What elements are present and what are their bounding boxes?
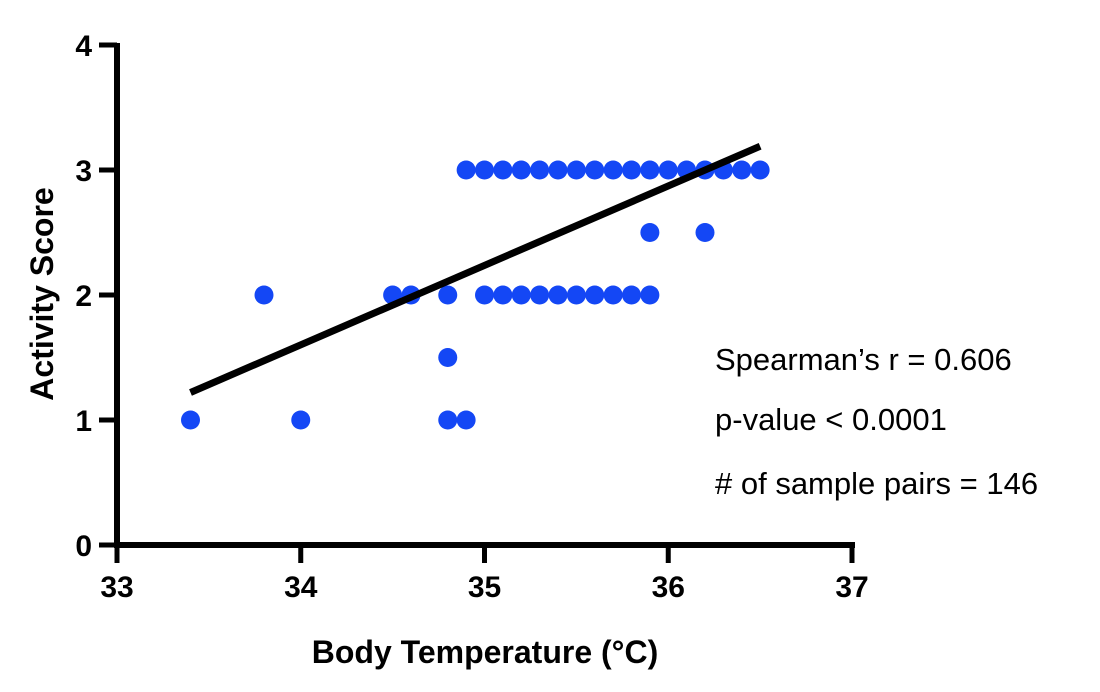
x-tick-label: 35 xyxy=(468,571,501,604)
data-point xyxy=(622,285,641,305)
data-point xyxy=(566,285,586,305)
data-point xyxy=(566,160,586,180)
annotation-sample-pairs: # of sample pairs = 146 xyxy=(715,466,1038,501)
annotation-spearman: Spearman’s r = 0.606 xyxy=(715,342,1012,377)
y-axis-title: Activity Score xyxy=(24,187,60,400)
data-point xyxy=(732,160,752,180)
data-point xyxy=(511,285,531,305)
data-points xyxy=(181,160,770,430)
y-tick-label: 1 xyxy=(75,405,92,438)
data-point xyxy=(456,160,476,180)
data-point xyxy=(456,410,476,430)
data-point xyxy=(622,160,641,180)
x-axis-title: Body Temperature (°C) xyxy=(312,634,658,670)
data-point xyxy=(475,285,494,305)
data-point xyxy=(475,160,494,180)
y-tick-label: 4 xyxy=(75,30,92,63)
x-tick-label: 36 xyxy=(652,571,685,604)
data-point xyxy=(603,285,623,305)
data-point xyxy=(640,223,660,242)
data-point xyxy=(548,285,568,305)
y-tick-label: 3 xyxy=(75,155,92,188)
data-point xyxy=(493,285,513,305)
data-point xyxy=(658,160,678,180)
y-tick-label: 0 xyxy=(75,530,92,563)
data-point xyxy=(750,160,770,180)
x-tick-label: 34 xyxy=(284,571,318,604)
data-point xyxy=(493,160,513,180)
data-point xyxy=(640,160,660,180)
axes xyxy=(99,42,855,563)
data-point xyxy=(695,223,715,242)
data-point xyxy=(640,285,660,305)
x-tick-label: 37 xyxy=(835,571,868,604)
data-point xyxy=(438,285,458,305)
x-tick-label: 33 xyxy=(100,571,133,604)
data-point xyxy=(291,410,311,430)
data-point xyxy=(254,285,274,305)
data-point xyxy=(530,160,550,180)
data-point xyxy=(511,160,531,180)
data-point xyxy=(181,410,200,430)
data-point xyxy=(438,348,458,367)
annotation-p-value: p-value < 0.0001 xyxy=(715,402,947,437)
data-point xyxy=(585,285,605,305)
data-point xyxy=(585,160,605,180)
data-point xyxy=(548,160,568,180)
y-tick-label: 2 xyxy=(75,280,92,313)
trend-line xyxy=(189,143,762,396)
data-point xyxy=(438,410,458,430)
data-point xyxy=(530,285,550,305)
data-point xyxy=(603,160,623,180)
